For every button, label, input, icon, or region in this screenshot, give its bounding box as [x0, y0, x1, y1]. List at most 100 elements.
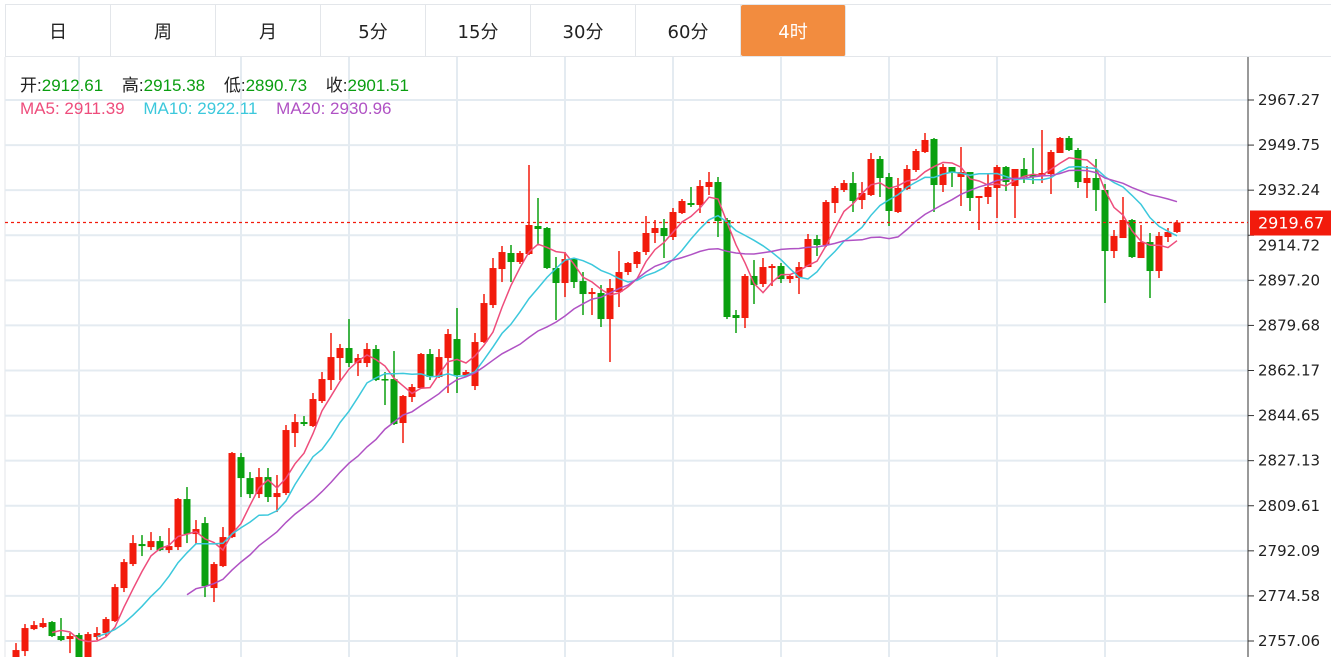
- candle-body: [480, 303, 488, 343]
- candle-down: [237, 453, 245, 498]
- candle-up: [498, 246, 506, 283]
- candle-down: [1074, 147, 1082, 189]
- candle-body: [282, 430, 290, 494]
- candle-body: [723, 220, 731, 318]
- candle-down: [579, 272, 587, 316]
- candle-body: [237, 457, 245, 479]
- candle-down: [1101, 184, 1109, 304]
- candle-up: [1038, 130, 1046, 184]
- candle-body: [678, 201, 686, 214]
- candle-body: [57, 636, 65, 641]
- tab-60min[interactable]: 60分: [636, 5, 741, 56]
- candle-body: [741, 276, 749, 319]
- candle-body: [975, 195, 983, 199]
- tab-4hour[interactable]: 4时: [741, 5, 846, 56]
- open-value: 2912.61: [41, 76, 104, 95]
- candle-up: [903, 165, 911, 190]
- candle-down: [1065, 136, 1073, 152]
- candle-body: [300, 422, 308, 425]
- candle-body: [291, 422, 299, 434]
- open-label: 开:: [20, 76, 42, 95]
- axis-tick-label: 2914.72: [1258, 237, 1320, 255]
- candle-body: [111, 587, 119, 622]
- candle-up: [525, 165, 533, 256]
- candle-up: [1155, 232, 1163, 279]
- axis-tick-label: 2827.13: [1258, 452, 1320, 470]
- candle-up: [336, 344, 344, 381]
- candle-body: [534, 226, 542, 230]
- candle-body: [228, 453, 236, 538]
- axis-tick-label: 2844.65: [1258, 407, 1320, 425]
- candle-body: [363, 349, 371, 364]
- axis-tick-label: 2879.68: [1258, 316, 1320, 334]
- candle-down: [1128, 219, 1136, 259]
- tab-day[interactable]: 日: [6, 5, 111, 56]
- candle-body: [84, 634, 92, 657]
- candle-body: [993, 167, 1001, 189]
- last-price-marker: 2919.67: [5, 210, 1331, 236]
- candle-body: [156, 541, 164, 551]
- ma20-line: [186, 169, 1178, 596]
- candle-body: [1065, 137, 1073, 151]
- candle-down: [48, 621, 56, 638]
- candle-up: [354, 354, 362, 377]
- candle-body: [471, 342, 479, 387]
- candle-body: [885, 177, 893, 212]
- axis-tick-label: 2792.09: [1258, 542, 1320, 560]
- tab-week[interactable]: 周: [111, 5, 216, 56]
- candle-body: [840, 183, 848, 190]
- candle-up: [1110, 230, 1118, 259]
- candle-up: [174, 498, 182, 551]
- ma20-label: MA20:: [276, 99, 326, 118]
- candle-body: [489, 268, 497, 306]
- ma-info: MA5: 2911.39 MA10: 2922.11 MA20: 2930.96: [20, 99, 392, 119]
- candle-body: [183, 499, 191, 535]
- candle-up: [228, 452, 236, 539]
- candle-down: [426, 349, 434, 381]
- candle-body: [768, 266, 776, 269]
- candle-down: [876, 156, 884, 197]
- candle-body: [804, 239, 812, 268]
- candle-body: [1128, 220, 1136, 258]
- tab-15min[interactable]: 15分: [426, 5, 531, 56]
- candle-body: [498, 252, 506, 270]
- candle-body: [750, 276, 758, 286]
- candle-body: [570, 259, 578, 283]
- candle-up: [291, 414, 299, 448]
- candle-down: [687, 187, 695, 208]
- candle-body: [786, 276, 794, 280]
- candle-body: [408, 387, 416, 398]
- candle-up: [678, 199, 686, 215]
- axis-tick-label: 2774.58: [1258, 587, 1320, 605]
- candle-up: [282, 425, 290, 496]
- candle-up: [111, 584, 119, 623]
- candle-up: [471, 333, 479, 391]
- candle-up: [705, 172, 713, 195]
- candle-down: [1002, 166, 1010, 192]
- tab-30min[interactable]: 30分: [531, 5, 636, 56]
- axis-tick-label: 2757.06: [1258, 632, 1320, 650]
- candle-body: [120, 562, 128, 589]
- candle-body: [345, 348, 353, 364]
- tab-month[interactable]: 月: [216, 5, 321, 56]
- candle-up: [633, 251, 641, 269]
- candle-body: [39, 623, 47, 628]
- candles: [12, 130, 1181, 657]
- candle-up: [93, 627, 101, 641]
- ma5-value: 2911.39: [64, 99, 125, 118]
- candle-up: [309, 393, 317, 428]
- candle-up: [399, 395, 407, 444]
- candle-up: [1164, 228, 1172, 243]
- candle-body: [930, 138, 938, 186]
- candle-body: [966, 172, 974, 199]
- tab-5min[interactable]: 5分: [321, 5, 426, 56]
- candle-body: [336, 348, 344, 359]
- candle-body: [1092, 178, 1100, 190]
- candle-body: [309, 399, 317, 427]
- low-value: 2890.73: [245, 76, 308, 95]
- candle-down: [813, 235, 821, 257]
- candle-body: [462, 372, 470, 376]
- candle-body: [138, 544, 146, 547]
- candle-up: [1011, 168, 1019, 219]
